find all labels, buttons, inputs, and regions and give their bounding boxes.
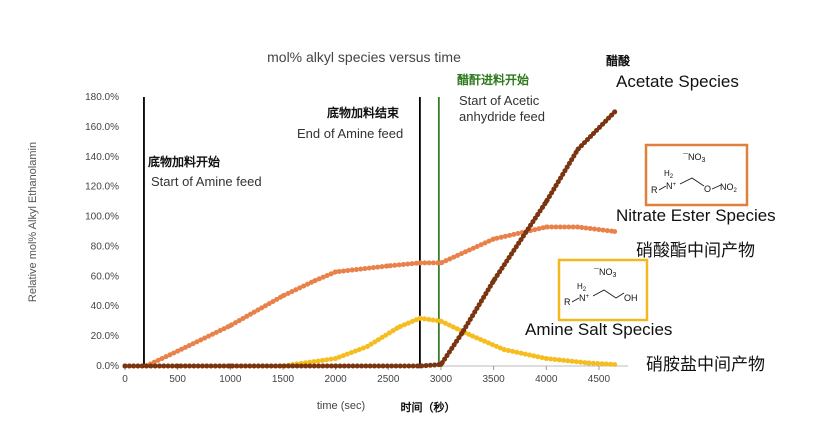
amine-salt-structure-box (557, 258, 649, 322)
acetate-zh-label: 醋酸 (606, 54, 631, 68)
series-point (417, 260, 423, 266)
x-axis-label-zh: 时间（秒） (401, 400, 456, 414)
acetic-feed-label-line2: anhydride feed (459, 109, 546, 124)
y-tick-label: 180.0% (85, 92, 119, 103)
x-tick-label: 3000 (430, 374, 453, 385)
y-tick-label: 60.0% (91, 271, 119, 282)
amine-salt-structure: ¯NO3 R H2 N+ OH (557, 258, 649, 322)
end-feed-label: End of Amine feed (297, 126, 404, 141)
ester-bond-2 (711, 184, 722, 190)
series-point (612, 109, 618, 115)
start-feed-label: Start of Amine feed (151, 174, 262, 189)
ester-chain (679, 177, 705, 187)
plot-area: 0.0% 20.0% 40.0% 60.0% 80.0% 100.0% 120.0% 140.… (85, 92, 628, 385)
series-point (385, 263, 391, 269)
x-tick-label: 500 (169, 374, 186, 385)
series-point (227, 323, 233, 329)
series-point (227, 363, 233, 369)
ester-n-plus: N+ (666, 181, 677, 191)
series-point (491, 278, 497, 284)
series-point (543, 224, 549, 230)
y-tick-label: 20.0% (91, 331, 119, 342)
chart-title: mol% alkyl species versus time (267, 49, 461, 65)
x-axis-label: time (sec) (317, 400, 365, 412)
nitrate-ester-structure-box (644, 143, 749, 207)
series-point (501, 347, 507, 352)
series-point (122, 363, 128, 369)
series-point (417, 315, 423, 321)
series-point (280, 293, 286, 299)
series-point (438, 362, 444, 367)
series-point (312, 278, 317, 284)
ester-no2: NO2 (720, 182, 738, 194)
x-tick-label: 4000 (535, 374, 558, 385)
series-point (333, 356, 339, 361)
series-point (470, 333, 475, 339)
x-tick-label: 3500 (482, 374, 505, 385)
x-tick-label: 1000 (219, 374, 242, 385)
y-tick-label: 120.0% (85, 182, 119, 193)
salt-bond-1 (571, 297, 580, 303)
series-point (333, 269, 339, 275)
ester-h2: H2 (664, 169, 674, 180)
y-tick-label: 40.0% (91, 301, 119, 312)
series-point (459, 330, 465, 336)
x-tick-label: 4500 (588, 374, 611, 385)
series-point (438, 318, 444, 324)
salt-counter-ion: ¯NO3 (593, 267, 616, 279)
acetic-feed-zh-label: 醋酐进料开始 (457, 73, 530, 87)
series-point (396, 324, 402, 330)
x-tick-label: 2500 (377, 374, 400, 385)
ester-r-group: R (651, 185, 658, 195)
ester-counter-ion: ¯NO3 (682, 152, 705, 164)
series-point (175, 348, 181, 354)
series-point (175, 363, 181, 369)
series-point (417, 363, 423, 369)
x-tick-label: 2000 (325, 374, 348, 385)
series-point (543, 356, 549, 361)
series-point (438, 260, 444, 266)
salt-r-group: R (564, 297, 571, 307)
y-tick-label: 0.0% (96, 361, 119, 372)
acetic-feed-label-line1: Start of Acetic (459, 93, 540, 108)
nitrate-ester-structure: ¯NO3 R H2 N+ O NO2 (644, 143, 749, 207)
nitrate-ester-label: Nitrate Ester Species (616, 206, 776, 225)
start-feed-zh-label: 底物加料开始 (148, 155, 221, 169)
x-tick-label: 0 (122, 374, 128, 385)
series-point (612, 362, 618, 367)
series-point (491, 236, 497, 242)
amine-salt-label: Amine Salt Species (525, 320, 673, 339)
series-point (575, 224, 581, 230)
y-axis-label: Relative mol% Alkyl Ethanolamin (27, 142, 39, 302)
y-tick-label: 160.0% (85, 122, 119, 133)
salt-h2: H2 (577, 282, 587, 293)
x-tick-label: 1500 (272, 374, 295, 385)
series-point (612, 229, 618, 234)
salt-chain (592, 289, 625, 299)
salt-n-plus: N+ (579, 293, 590, 303)
series-point (364, 344, 370, 349)
nitrate-ester-zh-label: 硝酸酯中间产物 (636, 241, 755, 261)
series-point (575, 146, 581, 152)
y-tick-label: 140.0% (85, 152, 119, 163)
series-point (586, 360, 591, 366)
y-tick-label: 80.0% (91, 241, 119, 252)
amine-salt-zh-label: 硝胺盐中间产物 (646, 355, 765, 375)
ester-bond-1 (658, 185, 667, 191)
salt-oh: OH (624, 293, 638, 303)
end-feed-zh-label: 底物加料结束 (327, 106, 400, 120)
ester-oxygen: O (704, 184, 711, 194)
series-point (333, 363, 339, 369)
series-point (543, 199, 549, 205)
series-line (122, 224, 618, 369)
acetate-species-label: Acetate Species (616, 72, 739, 91)
y-tick-label: 100.0% (85, 212, 119, 223)
